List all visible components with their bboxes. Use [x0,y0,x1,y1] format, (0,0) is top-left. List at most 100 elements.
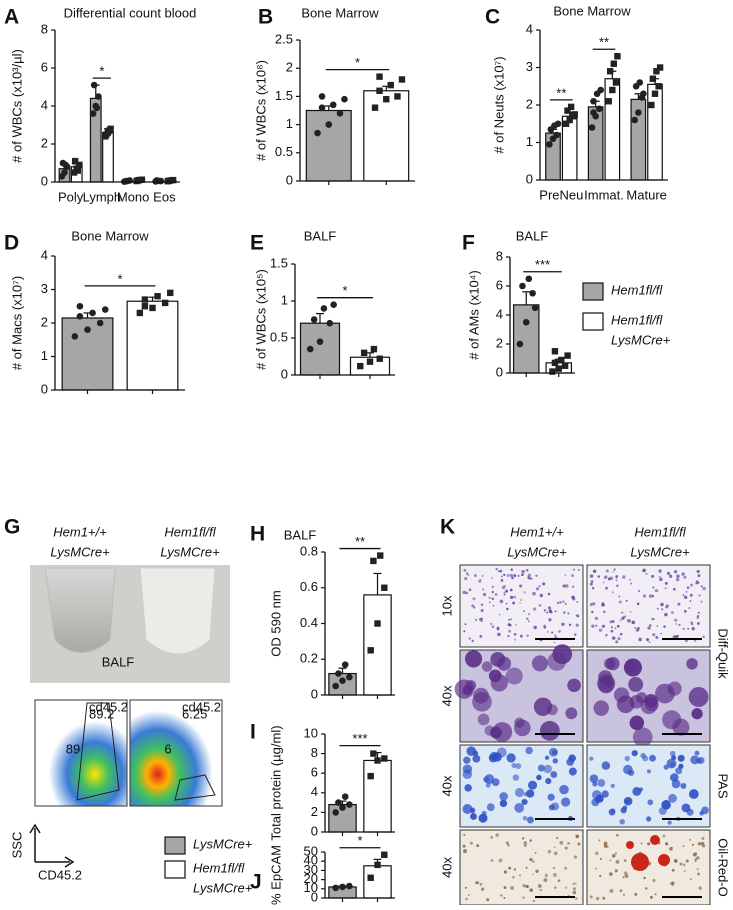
cell [525,884,529,889]
cell [548,747,558,757]
cell [638,589,641,593]
cell [510,568,513,571]
cell [605,633,608,637]
cell [623,796,633,806]
data-point [561,362,569,369]
significance-label: * [355,55,360,70]
cell [661,608,664,611]
cell [500,579,504,582]
cell [616,624,620,628]
cell [686,586,690,590]
cell [534,851,537,854]
cell [526,634,529,637]
cell [507,844,510,847]
data-point [636,79,644,86]
data-point [590,97,597,105]
cell [671,779,681,789]
cell [577,568,580,572]
data-point [341,793,349,801]
cell [589,774,599,783]
data-point [374,861,381,869]
cell [543,764,553,774]
column-label: Hem1fl/fl [164,524,216,539]
cell [503,896,506,899]
cell [602,675,615,688]
data-point [374,757,381,764]
cell [470,841,473,845]
cell [474,618,478,621]
cell [617,637,621,641]
cell [590,580,594,583]
chart-title: BALF [516,228,549,243]
cell [615,833,619,837]
data-point [366,358,374,365]
cell [532,591,536,596]
cell [702,586,706,591]
cell [564,602,567,605]
cell [530,577,533,580]
cell [547,793,555,801]
cell [623,859,627,862]
data-point [555,365,562,372]
cell [605,586,608,590]
cell [525,746,533,755]
data-point [325,121,333,128]
data-point [346,882,353,890]
y-axis-label: # of Macs (x10⁷) [9,276,24,370]
cell [608,808,616,816]
cell [673,587,676,591]
cell [636,602,640,606]
cell [595,624,598,627]
cell [647,626,651,630]
data-point [62,161,69,169]
micrograph [459,564,584,648]
cell [494,593,498,596]
column-label: LysMCre+ [50,544,110,559]
cell [539,593,543,598]
cell [525,866,528,869]
y-axis-label: # of Neuts (x10⁷) [491,56,506,153]
data-point [553,131,560,139]
data-point [71,157,79,165]
y-tick-label: 0.5 [275,144,293,159]
y-tick-label: 20 [304,871,318,886]
cell [621,616,625,620]
cell [652,878,656,882]
cell [505,602,508,605]
data-point [84,326,91,334]
cell [484,725,495,736]
cell [462,803,473,814]
cell [503,886,507,889]
cell [506,607,509,611]
cell [651,574,655,578]
cell [500,575,503,578]
bar [102,132,114,183]
cell [698,594,701,597]
y-tick-label: 2 [496,335,503,350]
cell [672,718,690,736]
y-tick-label: 50 [304,843,318,858]
cell [589,582,593,586]
cell [677,602,681,606]
data-point [141,303,149,310]
cell [559,840,564,845]
cell [685,859,689,863]
cell [506,574,510,577]
chart-title: Differential count blood [64,5,197,20]
cell [463,756,471,764]
cell [467,574,470,577]
cell [573,855,578,859]
cell [658,569,662,573]
data-point [76,302,84,310]
cell [463,630,466,633]
flow-gate-percent: 6.25 [182,706,207,721]
data-point [551,348,559,355]
cell [513,574,517,578]
cell [509,588,513,592]
cell [649,754,656,762]
x-tick-label: PreNeu [539,187,583,202]
data-point [310,316,318,323]
cell [544,873,549,878]
cell [568,623,572,626]
cell [514,638,517,641]
